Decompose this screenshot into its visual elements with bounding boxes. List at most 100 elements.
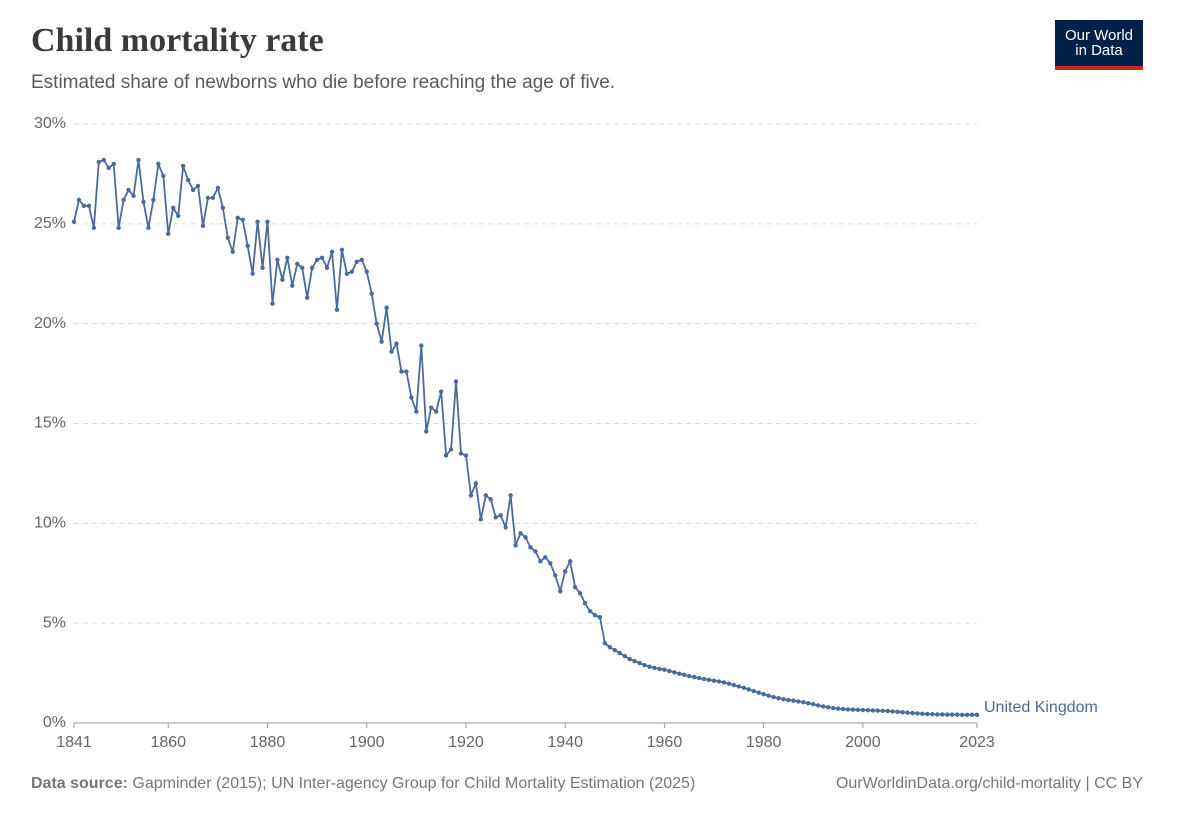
data-point [458, 451, 464, 456]
x-tick-label: 2023 [959, 734, 995, 751]
data-point [111, 161, 116, 167]
data-point [592, 612, 598, 618]
data-point [419, 343, 424, 348]
data-point [175, 213, 181, 219]
data-point [190, 187, 196, 193]
data-point [349, 269, 355, 274]
data-point [106, 165, 111, 171]
data-point [766, 693, 771, 698]
data-point [255, 219, 260, 225]
data-point [801, 700, 806, 705]
data-point [309, 265, 315, 270]
data-point [324, 265, 330, 270]
data-point [553, 573, 558, 578]
x-tick-label: 1860 [150, 734, 186, 751]
y-tick-label: 25% [34, 215, 66, 232]
data-point [463, 453, 469, 458]
data-point [136, 157, 141, 163]
data-point [677, 671, 682, 676]
data-point [260, 265, 265, 270]
data-point [890, 709, 895, 714]
data-point [786, 697, 791, 703]
data-point [954, 712, 960, 717]
data-point [558, 589, 563, 594]
data-point [716, 679, 722, 684]
data-point [473, 481, 479, 486]
source: Data source: Gapminder (2015); UN Inter-… [31, 775, 695, 792]
data-point [304, 295, 310, 300]
data-point [483, 493, 489, 498]
data-point [528, 545, 533, 550]
data-point [76, 197, 82, 203]
data-point [379, 339, 384, 344]
data-point [662, 667, 667, 672]
data-point [587, 608, 593, 614]
data-point [945, 712, 950, 717]
data-point [424, 429, 429, 434]
data-point [513, 543, 518, 548]
data-point [974, 712, 980, 718]
y-tick-label: 10% [34, 515, 66, 532]
data-point [161, 173, 166, 179]
data-point [885, 708, 890, 714]
data-point [91, 225, 97, 231]
data-point [835, 706, 841, 711]
data-point [205, 195, 211, 201]
data-point [850, 707, 856, 712]
data-point [498, 513, 503, 518]
data-point [433, 409, 439, 414]
data-point [374, 321, 379, 326]
data-point [865, 708, 871, 713]
data-point [969, 712, 975, 718]
data-point [632, 658, 637, 664]
data-point [121, 197, 126, 203]
data-point [210, 195, 216, 201]
data-point [701, 676, 707, 682]
data-point [300, 265, 305, 270]
data-point [180, 163, 186, 169]
chart-subtitle: Estimated share of newborns who die befo… [31, 72, 615, 93]
data-point [895, 709, 900, 715]
data-point [389, 349, 394, 354]
data-point [791, 698, 796, 703]
data-point [543, 555, 548, 560]
data-point [855, 707, 861, 713]
data-point [726, 681, 732, 686]
data-point [468, 493, 474, 498]
data-point [920, 711, 925, 717]
x-tick-label: 1880 [250, 734, 286, 751]
x-tick-label: 1980 [746, 734, 782, 751]
data-point [642, 662, 647, 668]
data-point [319, 255, 325, 260]
data-point [285, 255, 290, 260]
data-point [290, 283, 295, 288]
data-point [612, 647, 618, 653]
data-point [230, 249, 235, 254]
data-point [602, 640, 608, 646]
data-point [577, 591, 583, 596]
data-point [503, 525, 508, 530]
data-point [141, 199, 146, 205]
data-point [71, 219, 77, 225]
logo-line: in Data [1075, 42, 1123, 59]
data-point [101, 157, 106, 163]
data-point [429, 405, 434, 410]
data-point [657, 666, 662, 672]
data-point [875, 708, 880, 713]
y-tick-label: 0% [43, 714, 66, 731]
data-point [171, 205, 176, 211]
data-point [811, 702, 816, 707]
data-point [647, 664, 652, 669]
x-tick-label: 1900 [349, 734, 385, 751]
y-tick-label: 30% [34, 115, 66, 132]
data-point [151, 197, 156, 203]
data-point [870, 708, 876, 713]
credit: OurWorldinData.org/child-mortality | CC … [836, 775, 1143, 792]
data-point [711, 678, 717, 683]
data-point [652, 665, 657, 671]
x-tick-label: 1960 [647, 734, 683, 751]
data-point [443, 453, 449, 458]
data-point [81, 203, 87, 209]
data-point [940, 712, 945, 717]
data-point [235, 215, 240, 221]
